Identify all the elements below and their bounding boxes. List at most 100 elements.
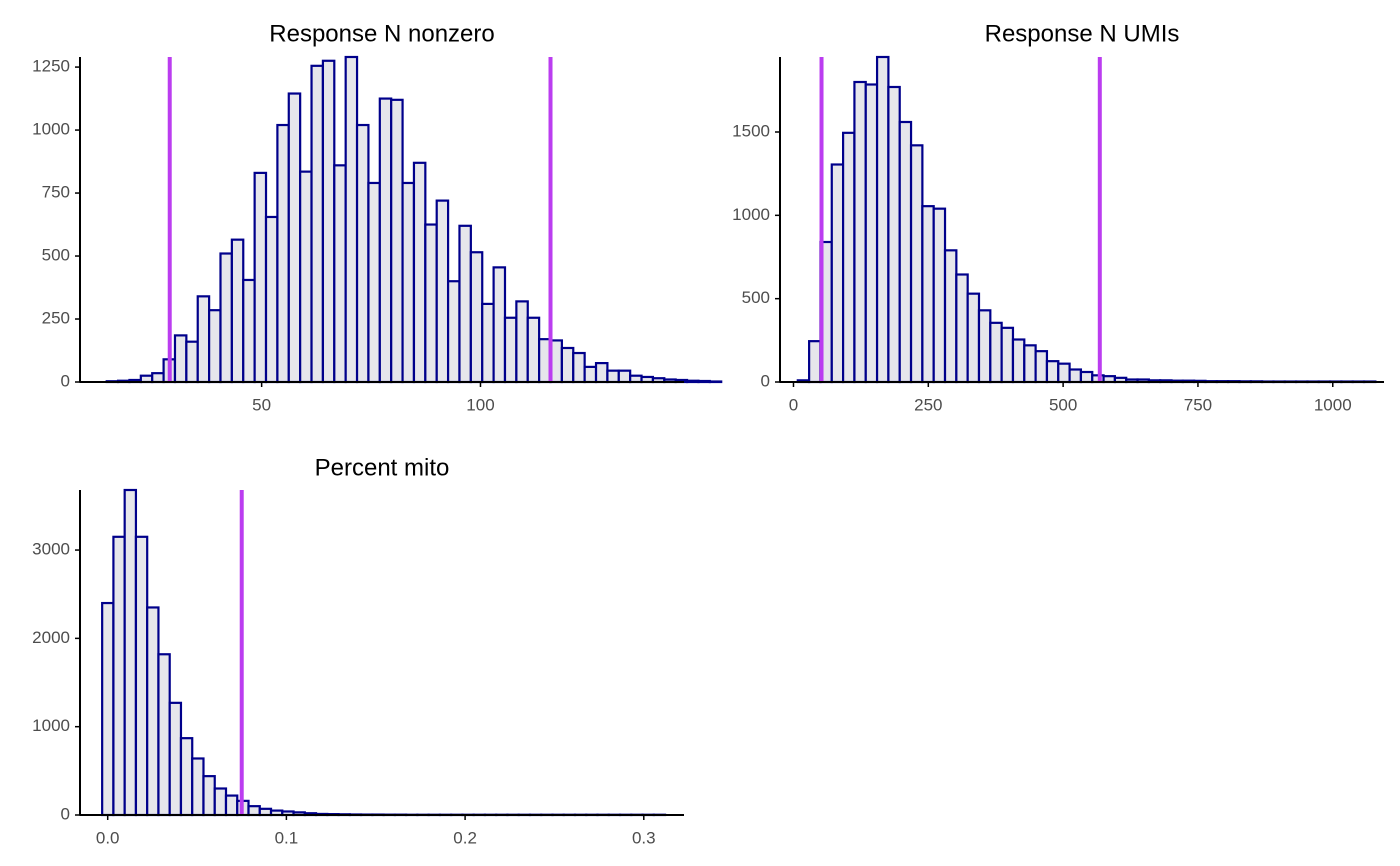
histogram-bar [515, 300, 529, 384]
histogram-bar [481, 302, 495, 384]
histogram-bar [921, 205, 935, 384]
y-tick-label: 0 [761, 371, 770, 390]
histogram-bar [230, 238, 245, 384]
histogram-bar [378, 97, 393, 384]
histogram-bar [1000, 326, 1015, 384]
histogram-bar [157, 653, 171, 817]
histogram-bar [123, 488, 138, 817]
x-tick-label: 0.3 [632, 828, 656, 847]
x-tick-label: 0.0 [96, 828, 120, 847]
histogram-bar [572, 351, 586, 384]
y-tick-label: 250 [42, 308, 70, 327]
histogram-bar [242, 278, 256, 384]
histogram-bar [606, 369, 620, 384]
histogram-bars [796, 55, 1377, 384]
histogram-bar [390, 98, 404, 384]
histogram-bar [299, 170, 313, 384]
histogram-bar [208, 309, 222, 384]
histogram-bar [830, 163, 845, 384]
histogram-bar [253, 171, 268, 384]
histogram-bar [1011, 338, 1026, 384]
x-tick-label: 250 [914, 395, 942, 414]
y-tick-label: 1500 [732, 121, 770, 140]
y-tick-label: 750 [42, 183, 70, 202]
histogram-bar [412, 161, 427, 384]
histogram-bar [458, 224, 472, 384]
x-tick-label: 750 [1184, 395, 1212, 414]
y-tick-label: 1000 [32, 716, 70, 735]
histogram-bar [173, 334, 188, 384]
histogram-bar [583, 365, 598, 384]
histogram-bar [247, 805, 261, 817]
histogram-bar [1057, 362, 1071, 384]
histogram-bar [1034, 350, 1049, 384]
histogram-bar [966, 292, 981, 384]
histogram-bar [1068, 368, 1083, 384]
histogram-bar [321, 59, 336, 384]
histogram-bar [526, 316, 541, 384]
panel-title: Percent mito [315, 454, 450, 481]
histogram-bar [560, 346, 575, 384]
panel-title: Response N nonzero [269, 20, 494, 47]
histogram-bar [446, 280, 461, 384]
x-tick-label: 50 [252, 395, 271, 414]
y-tick-label: 1000 [732, 205, 770, 224]
histogram-bar [168, 701, 183, 817]
histogram-bar [685, 379, 700, 384]
histogram-bar [333, 164, 347, 384]
histogram-bar [276, 123, 290, 384]
histogram-bar [617, 369, 632, 384]
histogram-bar [864, 83, 879, 384]
histogram-bar [909, 144, 924, 384]
y-tick-label: 500 [742, 288, 770, 307]
histogram-bar [196, 295, 211, 384]
y-tick-label: 1000 [32, 120, 70, 139]
y-tick-label: 3000 [32, 540, 70, 559]
y-tick-label: 2000 [32, 628, 70, 647]
histogram-bar [224, 794, 239, 817]
histogram-bar [151, 372, 165, 384]
histogram-bar [424, 223, 438, 384]
histogram-bar [1045, 360, 1060, 384]
panel-response-n-nonzero: Response N nonzero 0 250 500 750 1000 1250 50 10… [32, 20, 723, 414]
histogram-bar [594, 362, 609, 384]
histogram-bar [101, 601, 115, 817]
histogram-bar [697, 379, 711, 384]
histogram-bar [401, 181, 416, 384]
histogram-bar [202, 775, 216, 817]
x-tick-label: 0.2 [453, 828, 477, 847]
histogram-bar [708, 380, 723, 384]
panel-title: Response N UMIs [985, 20, 1180, 47]
histogram-bar [932, 207, 947, 384]
histogram-bar [808, 340, 822, 384]
histogram-bar [112, 535, 126, 817]
histogram-bar [287, 92, 302, 384]
histogram-bar [841, 131, 856, 384]
panel-response-n-umis: Response N UMIs 0 500 1000 1500 0 250 500 750 100… [732, 20, 1384, 414]
histogram-bar [146, 606, 160, 817]
histogram-bars [101, 488, 667, 817]
histogram-bar [310, 64, 325, 384]
histogram-bar [367, 181, 381, 384]
histogram-bar [977, 309, 992, 384]
x-tick-label: 100 [466, 395, 494, 414]
histogram-bar [955, 273, 969, 384]
histogram-bar [179, 737, 194, 817]
histogram-bar [344, 55, 359, 384]
histogram-bar [989, 321, 1003, 384]
histogram-bar [185, 340, 199, 384]
x-tick-label: 0.1 [275, 828, 299, 847]
x-tick-label: 0 [789, 395, 798, 414]
histogram-bar [469, 251, 484, 384]
y-tick-label: 1250 [32, 57, 70, 76]
histogram-bar [213, 787, 228, 817]
histogram-bar [1079, 370, 1094, 384]
histogram-bar [355, 123, 370, 384]
y-tick-label: 500 [42, 246, 70, 265]
histogram-bar [191, 757, 205, 817]
histogram-bar [898, 120, 913, 384]
histogram-bar [853, 80, 867, 384]
histogram-bar [264, 215, 279, 384]
